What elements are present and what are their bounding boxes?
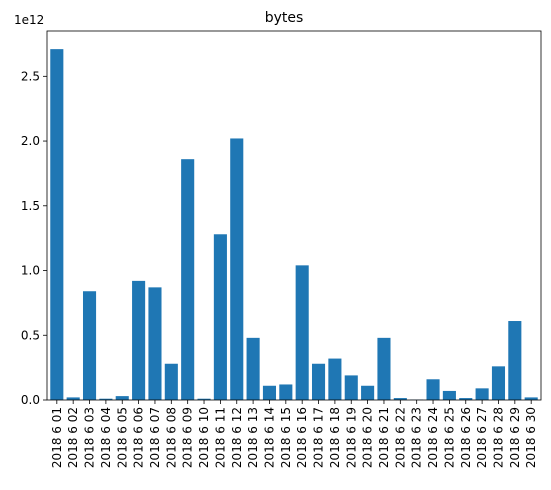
x-tick-label: 2018 6 07 [148,407,162,468]
bar-2018-6-06 [132,280,146,400]
x-tick-label: 2018 6 24 [426,407,440,468]
x-tick-label: 2018 6 12 [230,407,244,468]
x-tick-label: 2018 6 27 [475,407,489,468]
x-tick-label: 2018 6 20 [361,407,375,468]
x-tick-label: 2018 6 28 [491,407,505,468]
bar-2018-6-17 [311,363,326,400]
x-tick-label: 2018 6 06 [132,407,146,468]
bar-2018-6-30 [524,397,538,400]
x-tick-label: 2018 6 16 [295,407,309,468]
x-tick-label: 2018 6 26 [459,407,473,468]
chart-title: bytes [265,10,304,26]
x-tick-label: 2018 6 25 [442,407,456,468]
y-tick-label: 0.0 [21,393,40,407]
x-tick-label: 2018 6 18 [328,407,342,468]
bar-2018-6-02 [66,397,80,400]
bars-group [50,49,538,400]
x-tick-label: 2018 6 14 [262,407,276,468]
bar-2018-6-15 [279,384,293,400]
x-tick-label: 2018 6 29 [508,407,522,468]
y-tick-label: 2.0 [21,134,40,148]
y-tick-label: 1.0 [21,264,40,278]
bar-2018-6-12 [230,138,244,400]
x-tick-label: 2018 6 13 [246,407,260,468]
x-axis: 2018 6 01 2018 6 02 2018 6 03 2018 6 04 2018… [50,400,538,468]
x-tick-label: 2018 6 09 [181,407,195,468]
x-tick-label: 2018 6 15 [279,407,293,468]
bar-2018-6-01 [50,49,64,400]
bar-2018-6-13 [246,337,260,400]
x-tick-label: 2018 6 23 [410,407,424,468]
bar-2018-6-18 [328,358,342,400]
bar-2018-6-26 [459,398,473,400]
x-tick-label: 2018 6 10 [197,407,211,468]
bar-2018-6-16 [295,265,309,400]
plot-frame [46,30,542,401]
bar-2018-6-28 [491,366,506,400]
x-tick-label: 2018 6 02 [66,407,80,468]
bar-2018-6-03 [82,291,97,400]
x-tick-label: 2018 6 08 [164,407,178,468]
bar-2018-6-20 [361,385,375,400]
bar-2018-6-22 [393,398,407,400]
y-tick-label: 1.5 [21,199,40,213]
x-tick-label: 2018 6 04 [99,407,113,468]
bar-2018-6-10 [197,398,211,400]
bar-2018-6-25 [442,390,456,400]
x-tick-label: 2018 6 11 [213,407,227,468]
x-tick-label: 2018 6 01 [50,407,64,468]
bar-2018-6-14 [262,385,277,400]
bar-2018-6-21 [377,337,391,400]
bar-2018-6-27 [475,388,489,400]
bar-2018-6-04 [99,398,113,400]
y-tick-label: 0.5 [21,328,40,342]
bar-2018-6-29 [508,321,522,400]
bar-2018-6-19 [344,375,358,400]
x-tick-label: 2018 6 03 [83,407,97,468]
bar-2018-6-11 [213,234,227,400]
x-tick-label: 2018 6 22 [393,407,407,468]
bar-2018-6-24 [426,379,440,400]
bar-2018-6-08 [164,363,178,400]
x-tick-label: 2018 6 17 [312,407,326,468]
x-tick-label: 2018 6 19 [344,407,358,468]
x-tick-label: 2018 6 05 [115,407,129,468]
y-axis: 0.0 0.5 1.0 1.5 2.0 2.5 [21,69,47,407]
bar-2018-6-05 [115,396,129,400]
bar-2018-6-09 [181,159,195,400]
y-offset-label: 1e12 [14,13,44,27]
x-tick-label: 2018 6 21 [377,407,391,468]
x-tick-label: 2018 6 30 [524,407,538,468]
bar-2018-6-07 [148,287,162,400]
y-tick-label: 2.5 [21,69,40,83]
